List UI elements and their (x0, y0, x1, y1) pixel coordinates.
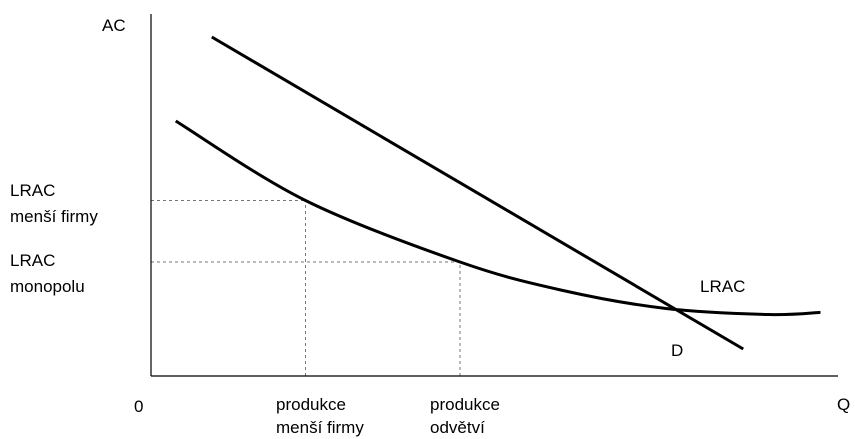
x-axis-label: Q (837, 395, 850, 414)
y-level-label-smaller-firm-line2: menší firmy (10, 207, 98, 226)
x-level-label-smaller-firm-line1: produkce (276, 395, 346, 414)
series-lrac-line (174, 119, 821, 317)
y-level-label-smaller-firm-line1: LRAC (10, 181, 55, 200)
x-level-label-smaller-firm-line2: menší firmy (276, 418, 364, 437)
origin-label: 0 (134, 397, 143, 416)
curves (174, 35, 821, 351)
x-level-label-industry-line2: odvětví (430, 418, 485, 437)
series-label-d: D (671, 341, 683, 360)
guide-lines (151, 200, 461, 376)
axes (150, 14, 838, 377)
y-axis-label: AC (102, 16, 126, 35)
y-level-label-monopoly-line2: monopolu (10, 277, 85, 296)
series-label-lrac: LRAC (700, 277, 745, 296)
x-level-label-industry-line1: produkce (430, 395, 500, 414)
y-level-label-monopoly-line1: LRAC (10, 251, 55, 270)
series-d-line (211, 35, 745, 351)
